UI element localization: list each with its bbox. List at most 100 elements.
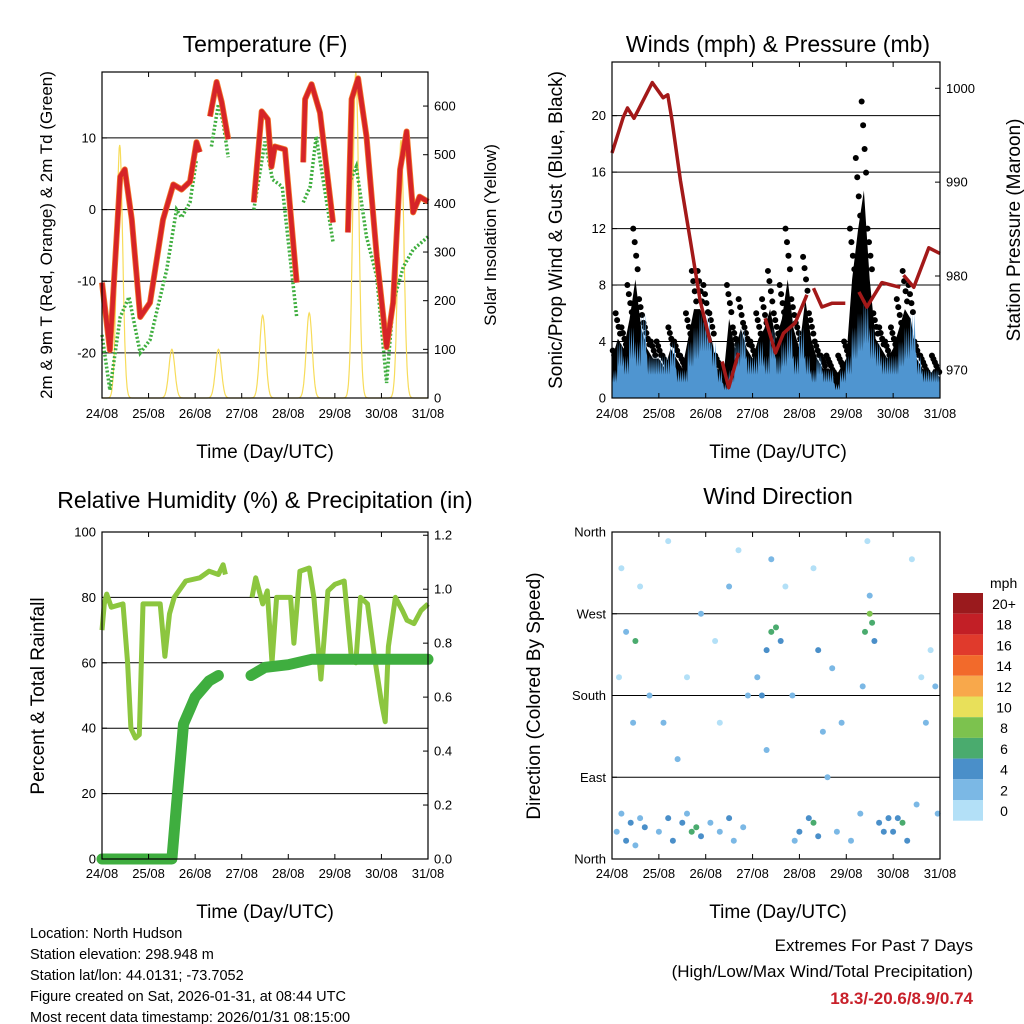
wind-direction-point [848, 837, 854, 844]
gust-point [814, 347, 821, 354]
x-tick-label: 24/08 [86, 866, 119, 881]
x-tick-label: 29/08 [830, 406, 863, 421]
extremes-title: Extremes For Past 7 Days [775, 936, 973, 955]
gust-point [781, 309, 788, 316]
wind-direction-point [866, 610, 873, 617]
gust-point [800, 253, 807, 260]
x-tick-label: 25/08 [132, 866, 165, 881]
wind-direction-point [707, 819, 714, 826]
temperature-2m-line [300, 81, 336, 223]
gust-point [805, 310, 812, 317]
wind-direction-point [637, 815, 644, 822]
gust-point [624, 282, 631, 289]
y-tick-label: 0 [599, 391, 606, 406]
wind-direction-point [859, 683, 866, 690]
legend-label: 18 [996, 617, 1012, 633]
gust-point [690, 278, 697, 285]
gust-point [795, 330, 802, 337]
gust-point [876, 324, 883, 331]
gust-point [785, 252, 792, 259]
wind-direction-point [630, 719, 637, 726]
y-right-tick-label: 300 [434, 245, 456, 260]
wind-direction-panel: Wind Direction Direction (Colored By Spe… [524, 483, 1017, 923]
x-tick-label: 24/08 [596, 406, 629, 421]
y-right-tick-label: 0.8 [434, 636, 452, 651]
x-tick-label: 26/08 [179, 406, 212, 421]
gust-point [655, 343, 662, 350]
gust-point [867, 252, 874, 259]
gust-point [647, 338, 654, 345]
pressure-line [610, 80, 713, 344]
temperature-title: Temperature (F) [183, 31, 348, 57]
x-tick-label: 27/08 [736, 866, 769, 881]
gust-point [882, 338, 889, 345]
gust-point [789, 304, 796, 311]
wind-direction-point [613, 828, 620, 835]
gust-point [621, 335, 628, 342]
wind-direction-point [773, 624, 779, 631]
relative-humidity-line [249, 565, 430, 725]
wind-direction-point [927, 647, 934, 654]
pressure-line [720, 352, 741, 390]
wind-direction-point [763, 647, 770, 654]
gust-point [846, 225, 853, 232]
gust-point [709, 323, 716, 330]
wind-direction-point [796, 828, 803, 835]
legend-label: 20+ [992, 596, 1016, 612]
winds-title: Winds (mph) & Pressure (mb) [626, 31, 930, 57]
gust-point [833, 373, 840, 380]
gust-point [740, 319, 747, 326]
legend-label: 10 [996, 700, 1012, 716]
gust-point [649, 343, 656, 350]
gust-point [681, 362, 688, 369]
wind-direction-point [789, 692, 796, 699]
legend-label: 16 [996, 637, 1012, 653]
gust-point [636, 296, 643, 303]
pressure-line [902, 246, 941, 290]
wind-direction-point [632, 842, 639, 849]
gust-point [757, 330, 764, 337]
x-tick-label: 28/08 [272, 406, 305, 421]
gust-point [732, 335, 739, 342]
legend-label: 0 [1000, 803, 1008, 819]
pressure-ylabel: Station Pressure (Maroon) [1004, 119, 1024, 342]
y-tick-label: 10 [82, 130, 96, 145]
wind-direction-point [693, 824, 700, 831]
legend-title: mph [990, 575, 1017, 591]
gust-point [794, 324, 801, 331]
gust-point [808, 323, 815, 330]
gust-point [861, 145, 868, 152]
x-tick-label: 31/08 [924, 406, 957, 421]
x-tick-label: 25/08 [643, 866, 676, 881]
gust-point [899, 267, 906, 274]
gust-point [622, 341, 629, 348]
gust-point [893, 296, 900, 303]
gust-point [844, 347, 851, 354]
wind-direction-point [862, 628, 868, 635]
humidity-ylabel: Percent & Total Rainfall [28, 597, 49, 794]
wind-direction-point [782, 583, 789, 590]
wind-direction-point [684, 674, 690, 681]
wind-direction-point [730, 837, 737, 844]
wind-direction-point [665, 538, 672, 545]
wind-direction-point [684, 810, 690, 817]
gust-point [898, 319, 905, 326]
wind-direction-point [688, 828, 695, 835]
wind-direction-point [627, 819, 634, 826]
wind-direction-point [908, 556, 915, 563]
gust-point [822, 362, 829, 369]
wind-direction-point [740, 824, 747, 831]
gust-point [634, 266, 641, 273]
gust-point [742, 330, 749, 337]
gust-point [775, 330, 782, 337]
gust-point [871, 317, 878, 324]
y-right-tick-label: 0.0 [434, 852, 452, 867]
x-tick-label: 26/08 [179, 866, 212, 881]
y-right-tick-label: 1.2 [434, 528, 452, 543]
gust-point [737, 304, 744, 311]
gust-point [860, 122, 867, 129]
gust-point [848, 239, 855, 246]
humidity-title: Relative Humidity (%) & Precipitation (i… [57, 487, 472, 513]
gust-point [754, 317, 761, 324]
wind-direction-point [838, 719, 845, 726]
